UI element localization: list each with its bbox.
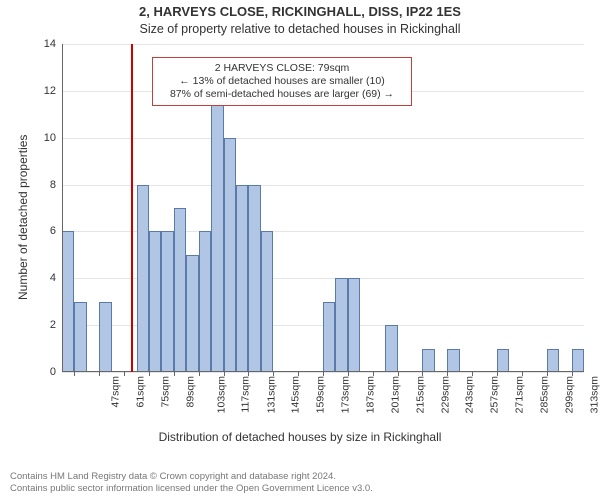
footer-line-2: Contains public sector information licen… (10, 483, 373, 494)
x-tick-label: 257sqm (489, 376, 501, 413)
x-tick-mark (497, 372, 498, 376)
histogram-bar (99, 302, 111, 372)
histogram-bar (186, 255, 198, 372)
x-tick-mark (224, 372, 225, 376)
histogram-bar (137, 185, 149, 372)
annotation-line-2: ← 13% of detached houses are smaller (10… (161, 75, 403, 88)
plot-area: 0246810121447sqm61sqm75sqm89sqm103sqm117… (62, 44, 584, 372)
x-tick-mark (298, 372, 299, 376)
x-tick-mark (323, 372, 324, 376)
histogram-bar (149, 231, 161, 372)
x-tick-mark (373, 372, 374, 376)
histogram-bar (348, 278, 360, 372)
x-tick-label: 271sqm (514, 376, 526, 413)
histogram-bar (211, 91, 223, 372)
x-tick-label: 313sqm (588, 376, 600, 413)
x-tick-label: 75sqm (160, 376, 172, 408)
x-tick-label: 229sqm (439, 376, 451, 413)
x-tick-label: 285sqm (538, 376, 550, 413)
x-tick-label: 187sqm (364, 376, 376, 413)
annotation-line-3: 87% of semi-detached houses are larger (… (161, 88, 403, 101)
histogram-bar (497, 349, 509, 372)
x-tick-mark (199, 372, 200, 376)
x-tick-label: 117sqm (239, 376, 251, 413)
x-tick-mark (547, 372, 548, 376)
y-tick-label: 10 (44, 132, 62, 144)
y-tick-label: 12 (44, 85, 62, 97)
y-tick-label: 4 (50, 272, 62, 284)
x-axis-line (62, 371, 584, 372)
x-tick-mark (74, 372, 75, 376)
x-tick-label: 173sqm (340, 376, 352, 413)
histogram-bar (547, 349, 559, 372)
x-tick-mark (447, 372, 448, 376)
x-tick-label: 215sqm (414, 376, 426, 413)
x-tick-mark (348, 372, 349, 376)
histogram-bar (572, 349, 584, 372)
x-tick-mark (273, 372, 274, 376)
histogram-bar (447, 349, 459, 372)
x-tick-label: 103sqm (215, 376, 227, 413)
y-tick-label: 2 (50, 319, 62, 331)
histogram-bar (161, 231, 173, 372)
histogram-bar (323, 302, 335, 372)
x-tick-label: 243sqm (464, 376, 476, 413)
x-tick-label: 299sqm (563, 376, 575, 413)
x-tick-mark (472, 372, 473, 376)
x-tick-label: 61sqm (135, 376, 147, 408)
y-tick-label: 14 (44, 38, 62, 50)
property-marker-line (131, 44, 133, 372)
y-gridline (62, 138, 584, 139)
x-tick-label: 89sqm (185, 376, 197, 408)
x-tick-mark (248, 372, 249, 376)
x-tick-mark (174, 372, 175, 376)
y-tick-label: 8 (50, 179, 62, 191)
x-tick-label: 47sqm (110, 376, 122, 408)
x-tick-mark (124, 372, 125, 376)
annotation-line-1: 2 HARVEYS CLOSE: 79sqm (161, 62, 403, 75)
histogram-bar (174, 208, 186, 372)
x-tick-mark (522, 372, 523, 376)
x-tick-mark (99, 372, 100, 376)
histogram-bar (224, 138, 236, 372)
histogram-bar (385, 325, 397, 372)
y-tick-label: 0 (50, 366, 62, 378)
x-tick-mark (572, 372, 573, 376)
y-axis-line (62, 44, 63, 372)
footer-attribution: Contains HM Land Registry data © Crown c… (10, 471, 373, 494)
histogram-bar (74, 302, 86, 372)
footer-line-1: Contains HM Land Registry data © Crown c… (10, 471, 373, 482)
annotation-box: 2 HARVEYS CLOSE: 79sqm ← 13% of detached… (152, 57, 412, 106)
chart-subtitle: Size of property relative to detached ho… (0, 22, 600, 36)
histogram-bar (261, 231, 273, 372)
y-gridline (62, 44, 584, 45)
x-tick-mark (422, 372, 423, 376)
histogram-bar (248, 185, 260, 372)
x-tick-label: 145sqm (290, 376, 302, 413)
y-tick-label: 6 (50, 225, 62, 237)
histogram-bar (422, 349, 434, 372)
histogram-bar (236, 185, 248, 372)
x-tick-label: 201sqm (389, 376, 401, 413)
x-axis-label: Distribution of detached houses by size … (0, 430, 600, 444)
histogram-bar (62, 231, 74, 372)
histogram-bar (335, 278, 347, 372)
chart-title: 2, HARVEYS CLOSE, RICKINGHALL, DISS, IP2… (0, 4, 600, 19)
y-axis-label: Number of detached properties (16, 134, 30, 299)
x-tick-mark (149, 372, 150, 376)
x-tick-label: 131sqm (265, 376, 277, 413)
x-tick-label: 159sqm (315, 376, 327, 413)
x-tick-mark (398, 372, 399, 376)
histogram-bar (199, 231, 211, 372)
